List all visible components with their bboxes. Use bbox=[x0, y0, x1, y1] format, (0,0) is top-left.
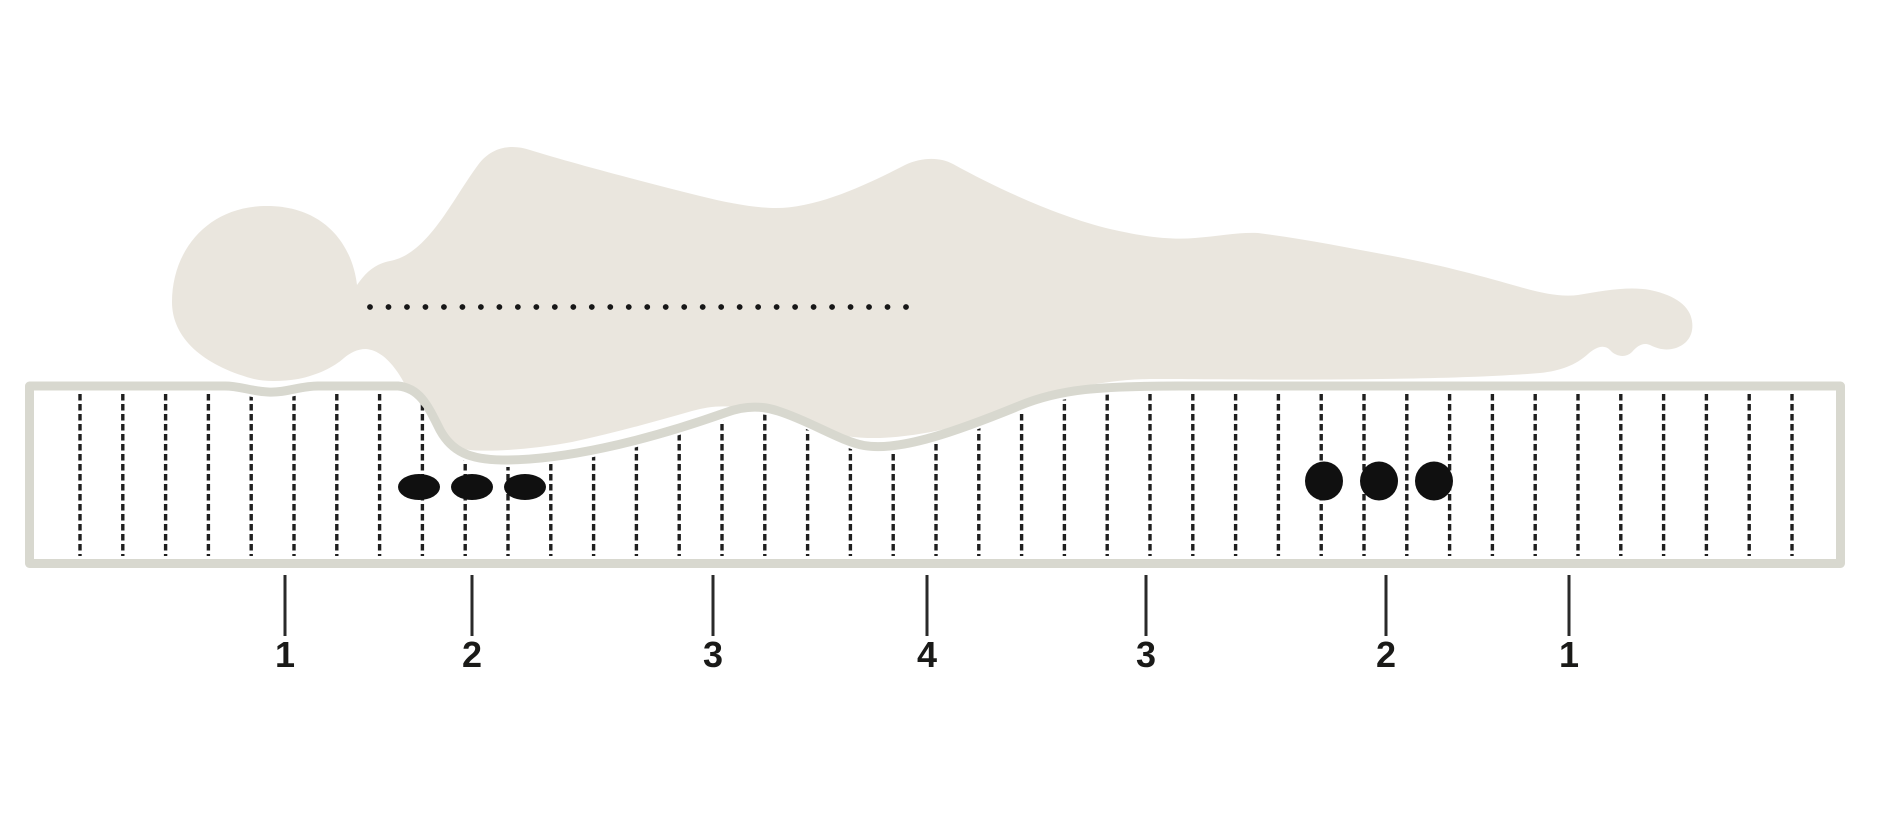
zone-label: 2 bbox=[462, 634, 482, 675]
spine-dot bbox=[884, 304, 891, 310]
zone-label: 3 bbox=[703, 634, 723, 675]
shoulder-pressure-dot bbox=[451, 474, 493, 500]
leg-pressure-dot bbox=[1415, 461, 1453, 501]
leg-pressure-dot bbox=[1305, 461, 1343, 501]
spine-dot bbox=[847, 304, 854, 310]
sleeper-silhouette bbox=[172, 146, 1693, 451]
spine-dot bbox=[810, 304, 817, 310]
spine-dot bbox=[551, 304, 558, 310]
shoulder-pressure-dots-group bbox=[398, 474, 546, 500]
spine-dot bbox=[829, 304, 835, 310]
zone-label: 4 bbox=[917, 634, 937, 675]
spine-dot bbox=[404, 304, 410, 310]
spine-dot bbox=[496, 304, 503, 310]
spine-dot bbox=[441, 304, 447, 310]
spine-dot bbox=[625, 304, 632, 310]
spine-dot bbox=[718, 304, 725, 310]
spine-dot bbox=[367, 304, 373, 310]
spine-dot bbox=[699, 304, 706, 310]
zone-label: 3 bbox=[1136, 634, 1156, 675]
spine-dot bbox=[736, 304, 743, 310]
spine-dot bbox=[903, 304, 909, 310]
spine-dot bbox=[533, 304, 540, 310]
spine-dot bbox=[866, 304, 872, 310]
leg-pressure-dots-group bbox=[1305, 461, 1453, 501]
spine-alignment-dotted-line bbox=[367, 304, 909, 310]
zone-labels-group: 1 2 3 4 3 2 1 bbox=[275, 634, 1579, 675]
spine-dot bbox=[459, 304, 466, 310]
zone-ticks-group bbox=[283, 575, 1571, 636]
spine-dot bbox=[644, 304, 651, 310]
spine-dot bbox=[477, 304, 484, 310]
zone-label: 1 bbox=[275, 634, 295, 675]
shoulder-pressure-dot bbox=[398, 474, 440, 500]
sleeper-body-shape bbox=[172, 146, 1693, 451]
spine-dot bbox=[792, 304, 799, 310]
spine-dot bbox=[755, 304, 762, 310]
spine-dot bbox=[681, 304, 688, 310]
spine-dot bbox=[588, 304, 595, 310]
leg-pressure-dot bbox=[1360, 461, 1398, 501]
spine-dot bbox=[514, 304, 521, 310]
spine-dot bbox=[385, 304, 392, 310]
zone-label: 2 bbox=[1376, 634, 1396, 675]
spine-dot bbox=[607, 304, 614, 310]
spine-dot bbox=[773, 304, 780, 310]
shoulder-pressure-dot bbox=[504, 474, 546, 500]
spine-dot bbox=[662, 304, 669, 310]
spine-dot bbox=[570, 304, 577, 310]
spine-dot bbox=[422, 304, 429, 310]
zone-label: 1 bbox=[1559, 634, 1579, 675]
